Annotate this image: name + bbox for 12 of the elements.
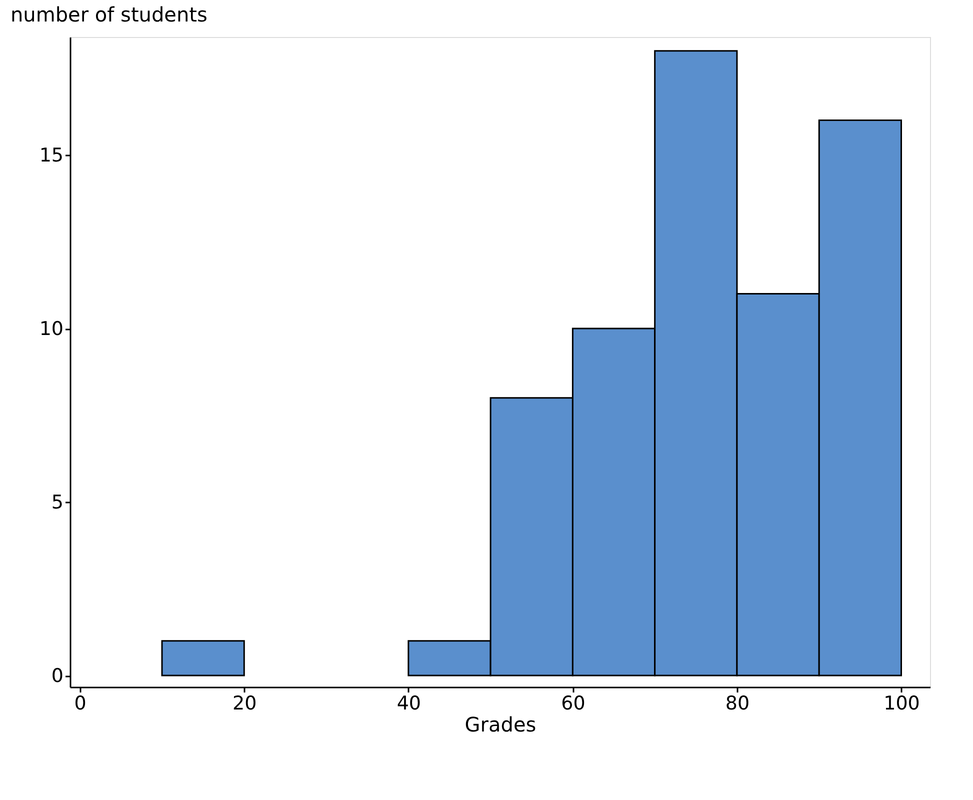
x-axis-title: Grades: [464, 712, 536, 736]
x-tick-label: 40: [396, 692, 422, 714]
y-axis-title: number of students: [10, 2, 208, 26]
y-tick-label: 0: [51, 665, 64, 688]
y-tick-label: 10: [39, 318, 64, 340]
y-tick-label: 15: [39, 144, 64, 166]
x-tick-label: 20: [232, 692, 257, 714]
y-tick-label: 5: [51, 492, 64, 514]
x-tick-label: 60: [561, 692, 586, 714]
x-tick-label: 0: [74, 692, 86, 714]
x-tick-label: 80: [725, 692, 750, 714]
x-tick-label: 100: [884, 692, 920, 714]
